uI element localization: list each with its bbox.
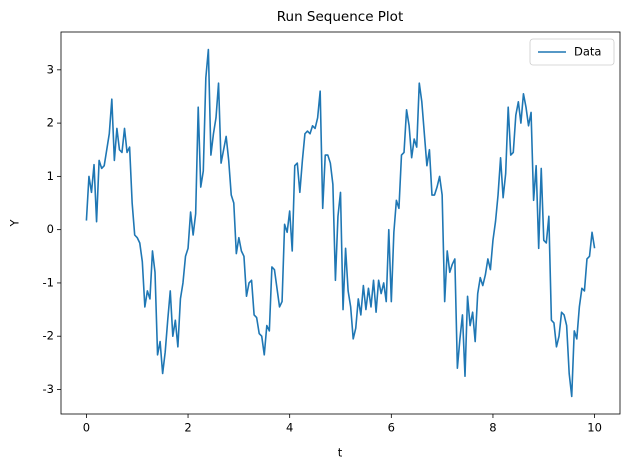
chart-title: Run Sequence Plot (277, 9, 404, 25)
y-tick-label: 3 (47, 62, 54, 76)
x-tick-label: 4 (286, 421, 293, 435)
x-tick-label: 10 (587, 421, 602, 435)
axes-frame (60, 31, 621, 415)
y-tick-label: -2 (43, 329, 54, 343)
y-tick-label: 2 (47, 116, 54, 130)
x-tick-label: 0 (83, 421, 90, 435)
y-tick-label: -3 (43, 382, 54, 396)
x-tick-label: 2 (184, 421, 191, 435)
x-tick-label: 8 (489, 421, 496, 435)
data-line (85, 48, 596, 398)
y-tick-label: -1 (43, 275, 54, 289)
x-axis-label: t (338, 446, 343, 460)
y-axis-label: Y (8, 219, 22, 228)
x-tick-label: 6 (388, 421, 395, 435)
legend-box (529, 38, 615, 66)
y-tick-label: 0 (47, 222, 54, 236)
legend-label: Data (574, 45, 601, 59)
y-tick-label: 1 (47, 169, 54, 183)
